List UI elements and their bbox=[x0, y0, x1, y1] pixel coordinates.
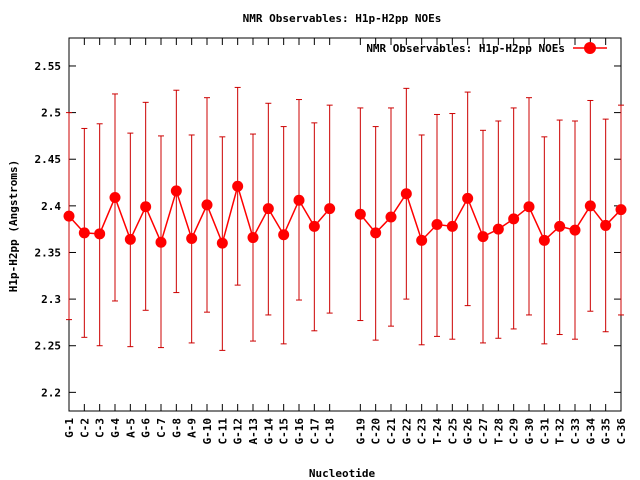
x-tick-label: C-2 bbox=[78, 418, 91, 438]
x-tick-label: G-6 bbox=[140, 418, 153, 438]
data-point bbox=[124, 233, 136, 245]
data-point bbox=[201, 199, 213, 211]
data-point bbox=[431, 219, 443, 230]
chart-title: NMR Observables: H1p-H2pp NOEs bbox=[243, 12, 442, 25]
data-point bbox=[446, 220, 458, 232]
data-point bbox=[140, 201, 152, 213]
x-tick-label: G-10 bbox=[201, 418, 214, 445]
x-tick-label: C-18 bbox=[324, 418, 337, 445]
x-tick-label: T-32 bbox=[554, 418, 567, 445]
x-axis: G-1 C-2 C-3 G-4 A-5 G-6 C-7 G-8 A-9 G-10 C-11 G-12 A… bbox=[63, 38, 628, 445]
data-point bbox=[247, 232, 259, 244]
x-tick-label: C-11 bbox=[216, 418, 229, 445]
x-tick-label: G-1 bbox=[63, 418, 76, 438]
x-tick-label: C-29 bbox=[508, 418, 521, 445]
data-point bbox=[278, 229, 290, 241]
data-point bbox=[354, 208, 366, 220]
data-point bbox=[216, 237, 228, 249]
data-point bbox=[232, 180, 244, 192]
x-tick-label: G-34 bbox=[584, 418, 597, 445]
x-tick-label: C-15 bbox=[278, 418, 291, 445]
data-point bbox=[94, 228, 106, 240]
x-tick-label: G-19 bbox=[354, 418, 367, 445]
data-point bbox=[523, 201, 535, 213]
data-point bbox=[370, 227, 382, 239]
x-tick-label: G-26 bbox=[462, 418, 475, 445]
y-tick-label: 2.25 bbox=[35, 340, 62, 353]
x-tick-label: C-23 bbox=[416, 418, 429, 445]
data-point bbox=[584, 200, 596, 212]
x-tick-label: T-24 bbox=[431, 418, 444, 445]
y-axis-title: H1p-H2pp (Angstroms) bbox=[7, 160, 20, 292]
x-tick-label: G-16 bbox=[293, 418, 306, 445]
data-point bbox=[569, 224, 581, 236]
data-point bbox=[615, 204, 627, 216]
x-tick-label: T-28 bbox=[492, 418, 505, 445]
x-tick-label: A-13 bbox=[247, 418, 260, 445]
x-tick-label: G-14 bbox=[262, 418, 275, 445]
x-tick-label: C-7 bbox=[155, 418, 168, 438]
y-tick-label: 2.4 bbox=[41, 200, 61, 213]
x-tick-label: C-17 bbox=[308, 418, 321, 445]
data-point bbox=[385, 211, 397, 223]
data-point bbox=[308, 220, 320, 232]
y-tick-label: 2.2 bbox=[41, 386, 61, 399]
x-tick-label: A-5 bbox=[124, 418, 137, 438]
x-tick-label: C-27 bbox=[477, 418, 490, 445]
data-point bbox=[600, 219, 612, 231]
x-tick-label: C-31 bbox=[538, 418, 551, 445]
data-point bbox=[508, 213, 520, 225]
y-tick-label: 2.45 bbox=[35, 153, 62, 166]
x-tick-label: A-9 bbox=[186, 418, 199, 438]
data-point bbox=[63, 210, 75, 222]
y-tick-label: 2.5 bbox=[41, 107, 61, 120]
legend-marker bbox=[584, 42, 596, 54]
x-tick-label: C-25 bbox=[446, 418, 459, 445]
x-axis-title: Nucleotide bbox=[309, 467, 376, 480]
data-point bbox=[170, 185, 182, 197]
data-point bbox=[155, 236, 167, 248]
x-tick-label: G-30 bbox=[523, 418, 536, 445]
y-tick-label: 2.35 bbox=[35, 246, 62, 259]
x-tick-label: G-35 bbox=[600, 418, 613, 445]
legend: NMR Observables: H1p-H2pp NOEs bbox=[366, 42, 607, 55]
data-points bbox=[63, 180, 627, 249]
data-point bbox=[324, 203, 336, 215]
data-point bbox=[416, 234, 428, 246]
y-axis: 2.2 2.25 2.3 2.35 2.4 2.45 2.5 2.55 bbox=[35, 60, 621, 399]
x-tick-label: G-22 bbox=[400, 418, 413, 445]
data-point bbox=[400, 188, 412, 200]
data-point bbox=[78, 227, 90, 239]
data-point bbox=[262, 203, 274, 215]
data-point bbox=[477, 231, 489, 243]
y-tick-label: 2.55 bbox=[35, 60, 62, 73]
data-point bbox=[462, 192, 474, 204]
x-tick-label: G-4 bbox=[109, 418, 122, 438]
data-point bbox=[293, 194, 305, 206]
x-tick-label: C-33 bbox=[569, 418, 582, 445]
x-tick-label: C-21 bbox=[385, 418, 398, 445]
data-point bbox=[554, 220, 566, 232]
data-point bbox=[109, 191, 121, 203]
legend-label: NMR Observables: H1p-H2pp NOEs bbox=[366, 42, 565, 55]
data-point bbox=[492, 223, 504, 235]
data-point bbox=[186, 232, 198, 244]
series-line bbox=[68, 183, 331, 246]
x-tick-label: C-20 bbox=[370, 418, 383, 445]
x-tick-label: C-36 bbox=[615, 418, 628, 445]
x-tick-label: C-3 bbox=[94, 418, 107, 438]
x-tick-label: G-12 bbox=[232, 418, 245, 445]
data-point bbox=[538, 234, 550, 246]
x-tick-label: G-8 bbox=[170, 418, 183, 438]
y-tick-label: 2.3 bbox=[41, 293, 61, 306]
